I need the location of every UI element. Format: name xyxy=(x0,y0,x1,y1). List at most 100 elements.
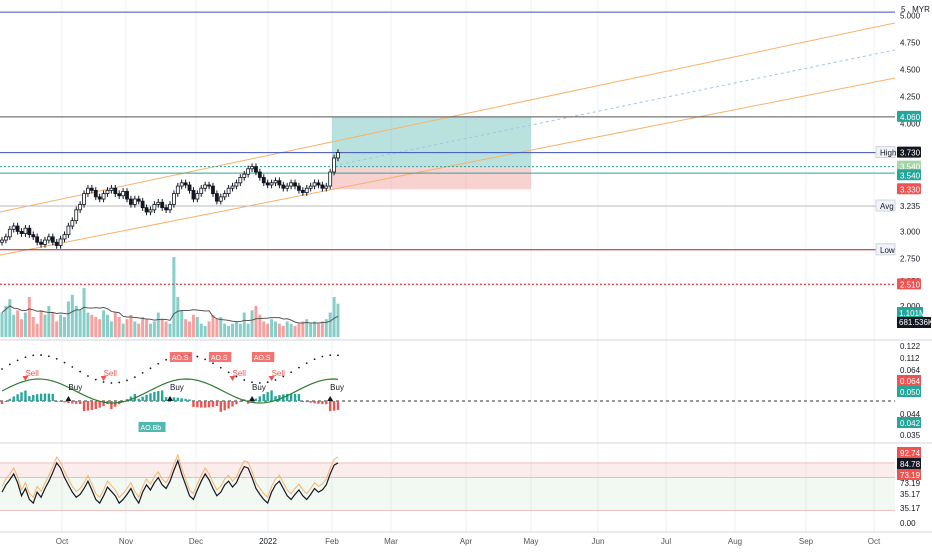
hist-bar xyxy=(8,398,12,401)
volume-bar xyxy=(137,323,141,337)
osc-badge-label: 84.78 xyxy=(900,460,921,469)
hist-dot xyxy=(258,382,261,384)
volume-bar xyxy=(316,323,320,337)
hist-bar xyxy=(278,395,281,401)
hist-bar xyxy=(24,390,27,401)
volume-bar xyxy=(145,319,149,337)
hist-bar xyxy=(149,393,152,401)
volume-bar xyxy=(141,317,145,337)
volume-badge-label: 1.101M xyxy=(899,309,926,318)
candle-body xyxy=(7,228,12,238)
volume-bar xyxy=(281,325,285,337)
volume-bar xyxy=(231,323,235,337)
trend-line-upper xyxy=(0,22,896,213)
candle-body xyxy=(97,196,102,200)
volume-bar xyxy=(246,323,250,337)
volume-bar xyxy=(78,310,82,337)
volume-bar xyxy=(148,323,152,337)
candle-body xyxy=(273,180,278,184)
candle-body xyxy=(308,185,313,189)
hist-bar xyxy=(188,399,191,401)
hist-dot xyxy=(8,363,11,366)
volume-bar xyxy=(297,323,301,337)
volume-bar xyxy=(94,317,98,337)
candle-body xyxy=(156,201,161,205)
hist-dot xyxy=(227,371,230,374)
candle-body xyxy=(31,234,36,238)
candle-body xyxy=(297,185,301,191)
hist-bar xyxy=(94,401,97,409)
candle-body xyxy=(230,185,235,189)
volume-bar xyxy=(86,312,90,337)
candle-body xyxy=(203,184,208,189)
candle-body xyxy=(121,191,126,197)
level-label-bg xyxy=(875,146,896,159)
hist-bar xyxy=(332,401,336,411)
signal-label: Buy xyxy=(252,383,266,392)
hist-bar xyxy=(78,401,82,405)
hist-bar xyxy=(254,398,258,401)
candle-body xyxy=(293,182,297,187)
candle-body xyxy=(66,225,71,236)
hist-bar xyxy=(110,401,113,410)
volume-bar xyxy=(301,321,305,337)
hist-bar xyxy=(219,401,222,412)
candle-body xyxy=(19,231,24,234)
signal-label: Sell xyxy=(233,369,247,378)
osc-badge xyxy=(897,447,921,458)
hist-bar xyxy=(211,401,215,407)
hist-dot xyxy=(118,381,121,384)
candle-body xyxy=(46,236,51,241)
candle-body xyxy=(152,204,157,211)
time-axis-label: Jun xyxy=(592,537,605,546)
hist-bar xyxy=(180,398,183,401)
volume-bar xyxy=(234,321,238,337)
candle-body xyxy=(89,187,94,191)
hist-bar xyxy=(137,398,140,401)
volume-bar xyxy=(152,321,156,337)
currency-label: 5 , MYR xyxy=(901,5,930,14)
volume-bar xyxy=(102,310,106,337)
hist-bar xyxy=(184,398,187,401)
hist-bar xyxy=(317,401,320,404)
signal-marker xyxy=(22,376,29,381)
hist-bar xyxy=(82,401,86,411)
hist-bar xyxy=(35,394,39,401)
hist-bar xyxy=(98,401,101,408)
price-tick-label: 3.235 xyxy=(900,202,921,211)
time-axis-label: 2022 xyxy=(259,537,277,546)
volume-bar xyxy=(156,312,160,337)
candle-body xyxy=(324,185,329,189)
hist-bar xyxy=(274,396,277,401)
hist-badge xyxy=(897,417,921,428)
candle-body xyxy=(23,227,28,234)
volume-bar xyxy=(160,319,164,337)
time-axis-label: Jul xyxy=(661,537,671,546)
hist-bar xyxy=(250,401,254,402)
hist-bar xyxy=(227,401,230,409)
osc-badge xyxy=(897,469,921,480)
level-label: Low xyxy=(880,246,895,255)
volume-bar xyxy=(336,303,340,337)
volume-bar xyxy=(250,310,254,337)
candle-body xyxy=(172,193,176,205)
volume-bar xyxy=(12,314,16,337)
time-axis-label: Mar xyxy=(384,537,398,546)
hist-dot xyxy=(337,354,339,357)
hist-bar xyxy=(200,401,203,408)
time-axis-label: Nov xyxy=(119,537,133,546)
hist-bar xyxy=(4,401,8,402)
volume-bar xyxy=(105,314,109,337)
signal-marker xyxy=(249,396,256,401)
candle-body xyxy=(27,227,32,236)
hist-bar xyxy=(102,401,105,407)
price-tick-label: 2.000 xyxy=(900,302,921,311)
candle-body xyxy=(246,168,251,175)
volume-bar xyxy=(293,325,297,337)
candle-body xyxy=(43,239,47,245)
candle-body xyxy=(257,171,262,178)
hist-bar xyxy=(336,401,340,410)
hist-dot xyxy=(298,366,300,369)
volume-bar xyxy=(59,314,63,337)
